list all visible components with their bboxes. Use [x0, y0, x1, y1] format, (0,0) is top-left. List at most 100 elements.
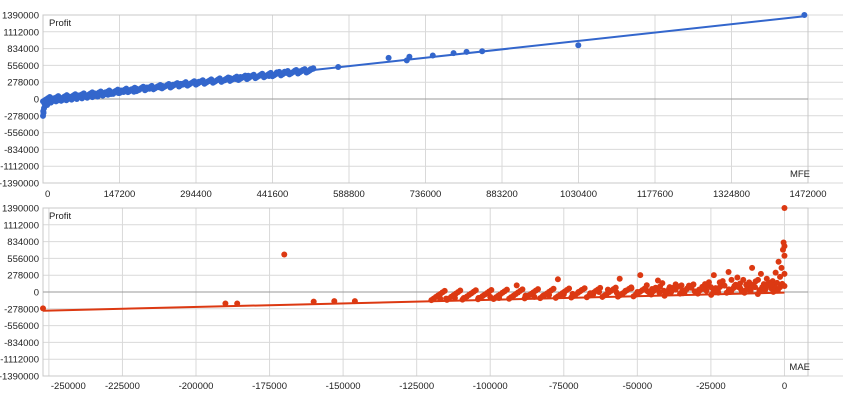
x-tick-label: 0	[782, 381, 787, 392]
y-tick-label: -834000	[4, 145, 39, 156]
x-tick-label: -150000	[326, 381, 361, 392]
data-point	[513, 282, 520, 289]
y-tick-label: -556000	[4, 128, 39, 139]
data-point	[801, 12, 808, 18]
data-point	[385, 54, 392, 61]
data-point	[616, 275, 623, 282]
data-point	[40, 305, 46, 312]
data-point	[749, 264, 756, 271]
data-point	[463, 48, 470, 55]
x-tick-label: 1324800	[713, 189, 750, 200]
y-tick-label: 278000	[7, 78, 39, 89]
x-axis-label: MFE	[790, 169, 810, 180]
data-point	[222, 300, 229, 307]
x-tick-label: -175000	[252, 381, 287, 392]
x-tick-label: -225000	[105, 381, 140, 392]
x-axis-label: MAE	[789, 362, 810, 373]
y-tick-label: 1390000	[2, 11, 39, 22]
trendline	[42, 291, 785, 312]
y-tick-label: 834000	[7, 237, 39, 248]
data-point	[659, 280, 666, 287]
x-tick-label: -75000	[549, 381, 579, 392]
data-point	[450, 50, 457, 57]
x-tick-label: -50000	[623, 381, 653, 392]
data-point	[575, 42, 582, 49]
data-point	[597, 284, 604, 291]
y-tick-label: -1390000	[0, 179, 39, 190]
data-point	[335, 63, 342, 70]
x-tick-label: 1472000	[790, 189, 827, 200]
data-point	[503, 286, 510, 293]
y-tick-label: 278000	[7, 271, 39, 282]
y-tick-label: -834000	[4, 338, 39, 349]
data-point	[488, 286, 495, 293]
y-tick-label: 556000	[7, 61, 39, 72]
chart-1-panel: 1390000 1112000 834000 556000 278000 0 -278000…	[0, 204, 843, 392]
x-tick-label: 1177600	[637, 189, 673, 200]
x-tick-label: -100000	[473, 381, 508, 392]
data-point	[781, 205, 788, 211]
data-point	[429, 52, 436, 59]
x-tick-label: 1030400	[560, 189, 597, 200]
data-point	[472, 287, 479, 294]
data-point	[550, 285, 557, 292]
y-tick-label: 556000	[7, 254, 39, 265]
y-tick-label: -1390000	[0, 372, 39, 383]
data-point	[310, 298, 317, 305]
y-axis-label: Profit	[49, 211, 72, 222]
chart-0-panel: 1390000 1112000 834000 556000 278000 0 -278000…	[0, 11, 843, 200]
data-point	[40, 112, 46, 119]
x-tick-label: 147200	[104, 189, 136, 200]
data-point	[554, 276, 561, 283]
data-point	[643, 282, 650, 289]
data-point	[752, 278, 759, 285]
x-tick-label: -200000	[179, 381, 214, 392]
y-tick-label: -278000	[4, 304, 39, 315]
data-point	[628, 284, 635, 291]
y-tick-label: 1112000	[3, 27, 39, 38]
x-tick-label: 883200	[486, 189, 518, 200]
data-point	[725, 269, 732, 276]
x-tick-label: 0	[45, 189, 50, 200]
data-point	[775, 258, 782, 265]
x-tick-label: -250000	[51, 381, 86, 392]
data-point	[581, 285, 588, 292]
data-point	[737, 280, 744, 287]
data-point	[674, 283, 681, 290]
y-tick-label: 0	[34, 95, 39, 106]
y-tick-label: 1112000	[3, 220, 39, 231]
data-point	[457, 287, 464, 294]
x-tick-label: 294400	[180, 189, 212, 200]
data-point	[777, 273, 784, 280]
data-point	[721, 282, 728, 289]
data-point	[734, 274, 741, 281]
x-tick-label: -125000	[399, 381, 434, 392]
y-tick-label: 0	[34, 288, 39, 299]
y-tick-label: -1112000	[0, 355, 39, 366]
y-tick-label: -278000	[4, 111, 39, 122]
data-point	[768, 281, 775, 288]
data-point	[479, 48, 486, 55]
x-tick-label: -25000	[696, 381, 726, 392]
y-tick-label: 834000	[7, 44, 39, 55]
data-point	[40, 108, 47, 115]
x-tick-label: 441600	[257, 189, 289, 200]
data-point	[781, 282, 788, 289]
data-point	[234, 300, 241, 307]
data-point	[534, 286, 541, 293]
data-point	[778, 264, 785, 271]
data-point	[637, 272, 644, 279]
y-tick-label: -1112000	[0, 162, 39, 173]
data-point	[351, 298, 358, 305]
data-point	[612, 284, 619, 291]
data-point	[519, 286, 526, 293]
data-point	[757, 270, 764, 277]
y-tick-label: -556000	[4, 321, 39, 332]
y-tick-label: 1390000	[2, 204, 39, 215]
data-point	[566, 285, 573, 292]
data-point	[331, 298, 338, 305]
x-tick-label: 588800	[333, 189, 365, 200]
data-point	[310, 65, 317, 72]
